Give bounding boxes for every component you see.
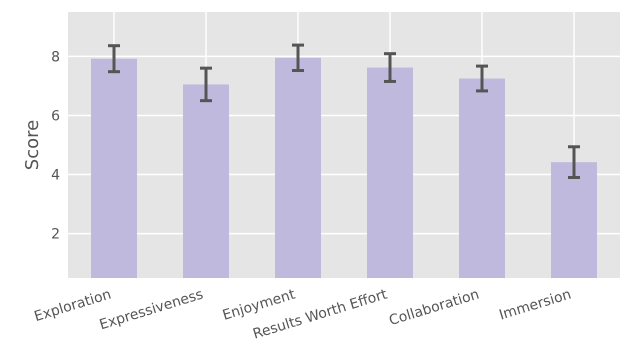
y-tick-labels: 2 4 6 8 [51,49,60,242]
bar-exploration [91,58,137,278]
bars [91,57,597,279]
bar-expressiveness [183,84,229,279]
y-tick-label: 2 [51,227,60,243]
error-bar [292,43,304,73]
x-tick-label: Expressiveness [98,287,206,334]
bar-results-worth-effort [367,67,413,278]
error-bar [384,52,396,83]
y-tick-label: 4 [51,168,60,184]
error-bar [568,145,580,180]
y-axis-label: Score [22,120,43,170]
error-bar [200,66,212,103]
error-bars [108,43,580,180]
y-tick-label: 6 [51,108,60,124]
bar-immersion [551,162,597,278]
bar-collaboration [459,78,505,278]
plot-background [68,12,620,278]
x-tick-label: Immersion [497,287,573,324]
bar-enjoyment [275,57,321,278]
x-tick-label: Collaboration [387,287,481,330]
error-bar [108,44,120,74]
error-bar [476,64,488,93]
y-tick-label: 8 [51,49,60,65]
